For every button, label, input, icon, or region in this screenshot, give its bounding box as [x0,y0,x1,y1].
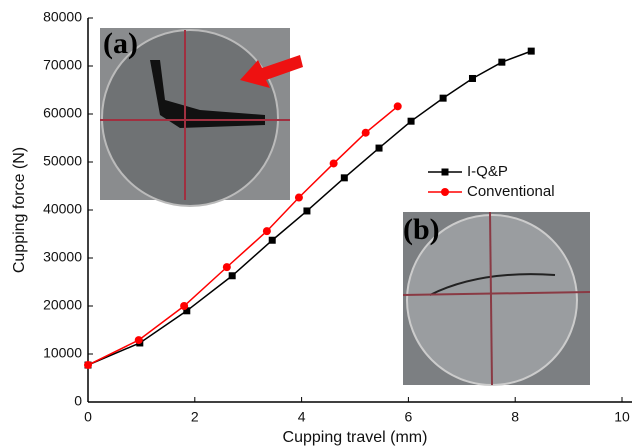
marker [84,361,92,369]
y-tick-label: 40000 [43,201,82,217]
marker [469,75,476,82]
marker [376,145,383,152]
y-tick-label: 70000 [43,57,82,73]
page: {"chart_data": {"type": "line", "x_label… [0,0,633,448]
marker [223,263,231,271]
marker [229,272,236,279]
y-tick-label: 10000 [43,345,82,361]
y-tick-label: 20000 [43,297,82,313]
chart: (a) (b) Cupping travel (mm) Cupping forc… [0,0,633,448]
y-tick-label: 30000 [43,249,82,265]
legend-marker [441,188,449,196]
marker [135,336,143,344]
x-axis-label: Cupping travel (mm) [283,429,428,446]
y-tick-label: 50000 [43,153,82,169]
x-tick-label: 8 [511,409,519,425]
marker [180,302,188,310]
inset-label: (a) [103,27,138,60]
legend-label: I-Q&P [467,163,508,180]
marker [528,48,535,55]
x-tick-label: 6 [405,409,413,425]
y-tick-label: 0 [74,393,82,409]
y-tick-label: 60000 [43,105,82,121]
marker [269,237,276,244]
y-tick-label: 80000 [43,9,82,25]
marker [362,129,370,137]
x-tick-label: 4 [298,409,306,425]
marker [394,102,402,110]
inset-label: (b) [403,213,440,246]
legend-marker [442,169,449,176]
marker [263,227,271,235]
marker [440,95,447,102]
x-tick-label: 0 [84,409,92,425]
marker [330,159,338,167]
marker [341,174,348,181]
marker [303,207,310,214]
marker [295,194,303,202]
marker [498,59,505,66]
legend-label: Conventional [467,183,555,200]
x-tick-label: 2 [191,409,199,425]
y-axis-label: Cupping force (N) [11,147,28,273]
marker [408,118,415,125]
x-tick-label: 10 [614,409,630,425]
